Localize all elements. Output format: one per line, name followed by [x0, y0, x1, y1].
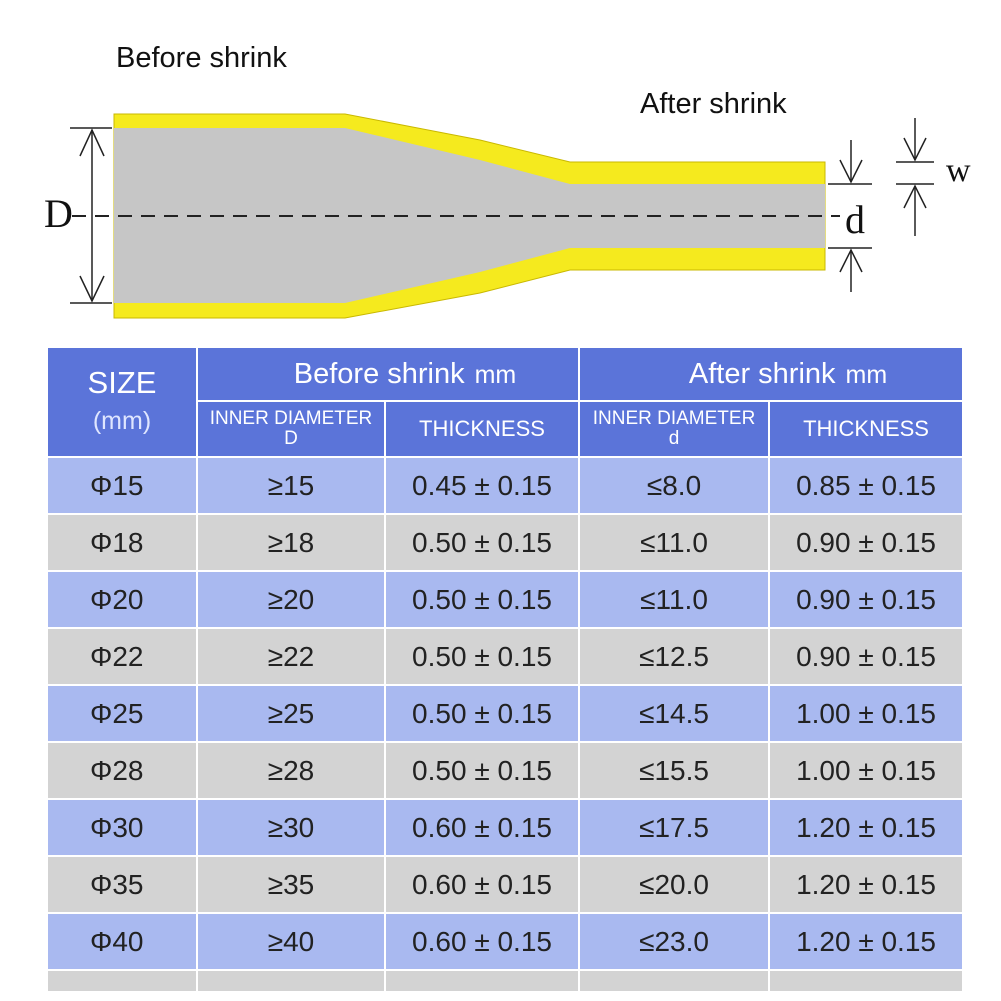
tube-drawing — [70, 113, 934, 319]
before-thickness-header: THICKNESS — [386, 402, 579, 456]
after-inner-diameter-header: INNER DIAMETER d — [580, 402, 769, 456]
cell-after-thickness: 1.00 ± 0.15 — [770, 743, 963, 798]
cell-before-thickness: 0.50 ± 0.15 — [386, 572, 579, 627]
cell-after-inner: ≤17.5 — [580, 800, 769, 855]
size-header: SIZE (mm) — [48, 348, 196, 456]
table-row: Φ25 ≥25 0.50 ± 0.15 ≤14.5 1.00 ± 0.15 — [48, 686, 963, 741]
before-shrink-label: Before shrink — [116, 42, 287, 74]
before-inner-diameter-symbol: D — [284, 428, 298, 449]
before-shrink-header-label: Before shrink — [293, 357, 465, 390]
cell-size: Φ20 — [48, 572, 196, 627]
after-shrink-header-unit: mm — [845, 360, 888, 389]
cell-after-inner: ≤14.5 — [580, 686, 769, 741]
table-row: Φ30 ≥30 0.60 ± 0.15 ≤17.5 1.20 ± 0.15 — [48, 800, 963, 855]
after-shrink-label: After shrink — [640, 88, 787, 120]
cell-before-inner: ≥35 — [198, 857, 384, 912]
cell-after-inner: ≤11.0 — [580, 572, 769, 627]
cell-size: Φ15 — [48, 458, 196, 513]
cell-before-inner: ≥28 — [198, 743, 384, 798]
table-row-cutoff — [48, 971, 963, 991]
table-row: Φ20 ≥20 0.50 ± 0.15 ≤11.0 0.90 ± 0.15 — [48, 572, 963, 627]
cell-before-thickness: 0.60 ± 0.15 — [386, 914, 579, 969]
dimension-w-label: w — [946, 152, 971, 189]
cell-after-inner: ≤8.0 — [580, 458, 769, 513]
table-row: Φ22 ≥22 0.50 ± 0.15 ≤12.5 0.90 ± 0.15 — [48, 629, 963, 684]
cell-size: Φ35 — [48, 857, 196, 912]
after-inner-diameter-symbol: d — [668, 428, 680, 449]
cell-after-thickness: 1.20 ± 0.15 — [770, 800, 963, 855]
cell-after-thickness: 1.00 ± 0.15 — [770, 686, 963, 741]
size-header-label: SIZE — [87, 365, 157, 400]
shrink-diagram: Before shrink After shrink D d w — [0, 0, 1001, 340]
cell-before-thickness: 0.50 ± 0.15 — [386, 629, 579, 684]
dimension-D-label: D — [44, 191, 73, 236]
cell-after-thickness: 0.90 ± 0.15 — [770, 515, 963, 570]
table-row: Φ35 ≥35 0.60 ± 0.15 ≤20.0 1.20 ± 0.15 — [48, 857, 963, 912]
cell-before-inner: ≥20 — [198, 572, 384, 627]
cell-after-inner: ≤11.0 — [580, 515, 769, 570]
cell-size: Φ22 — [48, 629, 196, 684]
after-inner-diameter-label: INNER DIAMETER — [592, 408, 756, 429]
cell-before-inner: ≥25 — [198, 686, 384, 741]
cell-size: Φ18 — [48, 515, 196, 570]
cell-after-inner: ≤23.0 — [580, 914, 769, 969]
cell-after-inner: ≤20.0 — [580, 857, 769, 912]
before-inner-diameter-label: INNER DIAMETER — [209, 408, 373, 429]
cell-before-inner: ≥40 — [198, 914, 384, 969]
cell-before-thickness: 0.60 ± 0.15 — [386, 857, 579, 912]
cell-size: Φ28 — [48, 743, 196, 798]
after-shrink-header-label: After shrink — [688, 357, 836, 390]
table-row: Φ15 ≥15 0.45 ± 0.15 ≤8.0 0.85 ± 0.15 — [48, 458, 963, 513]
cell-after-thickness: 1.20 ± 0.15 — [770, 914, 963, 969]
cell-before-inner: ≥18 — [198, 515, 384, 570]
cell-after-thickness: 1.20 ± 0.15 — [770, 857, 963, 912]
cell-before-thickness: 0.50 ± 0.15 — [386, 686, 579, 741]
cell-before-thickness: 0.50 ± 0.15 — [386, 743, 579, 798]
after-shrink-header: After shrink mm — [580, 348, 963, 400]
spec-table: SIZE (mm) Before shrink mm After shrink mm… — [46, 346, 964, 993]
cell-before-thickness: 0.60 ± 0.15 — [386, 800, 579, 855]
cell-before-thickness: 0.50 ± 0.15 — [386, 515, 579, 570]
cell-after-thickness: 0.90 ± 0.15 — [770, 629, 963, 684]
table-row: Φ40 ≥40 0.60 ± 0.15 ≤23.0 1.20 ± 0.15 — [48, 914, 963, 969]
table-row: Φ28 ≥28 0.50 ± 0.15 ≤15.5 1.00 ± 0.15 — [48, 743, 963, 798]
cell-size: Φ25 — [48, 686, 196, 741]
cell-before-inner: ≥30 — [198, 800, 384, 855]
cell-size: Φ30 — [48, 800, 196, 855]
cell-after-inner: ≤15.5 — [580, 743, 769, 798]
before-shrink-header-unit: mm — [474, 360, 517, 389]
dimension-d-label: d — [845, 197, 865, 242]
before-shrink-header: Before shrink mm — [198, 348, 579, 400]
table-row: Φ18 ≥18 0.50 ± 0.15 ≤11.0 0.90 ± 0.15 — [48, 515, 963, 570]
cell-before-inner: ≥15 — [198, 458, 384, 513]
cell-size: Φ40 — [48, 914, 196, 969]
after-thickness-header: THICKNESS — [770, 402, 963, 456]
cell-after-thickness: 0.90 ± 0.15 — [770, 572, 963, 627]
before-inner-diameter-header: INNER DIAMETER D — [198, 402, 384, 456]
cell-before-thickness: 0.45 ± 0.15 — [386, 458, 579, 513]
size-header-unit: (mm) — [92, 407, 152, 435]
cell-after-inner: ≤12.5 — [580, 629, 769, 684]
cell-after-thickness: 0.85 ± 0.15 — [770, 458, 963, 513]
cell-before-inner: ≥22 — [198, 629, 384, 684]
